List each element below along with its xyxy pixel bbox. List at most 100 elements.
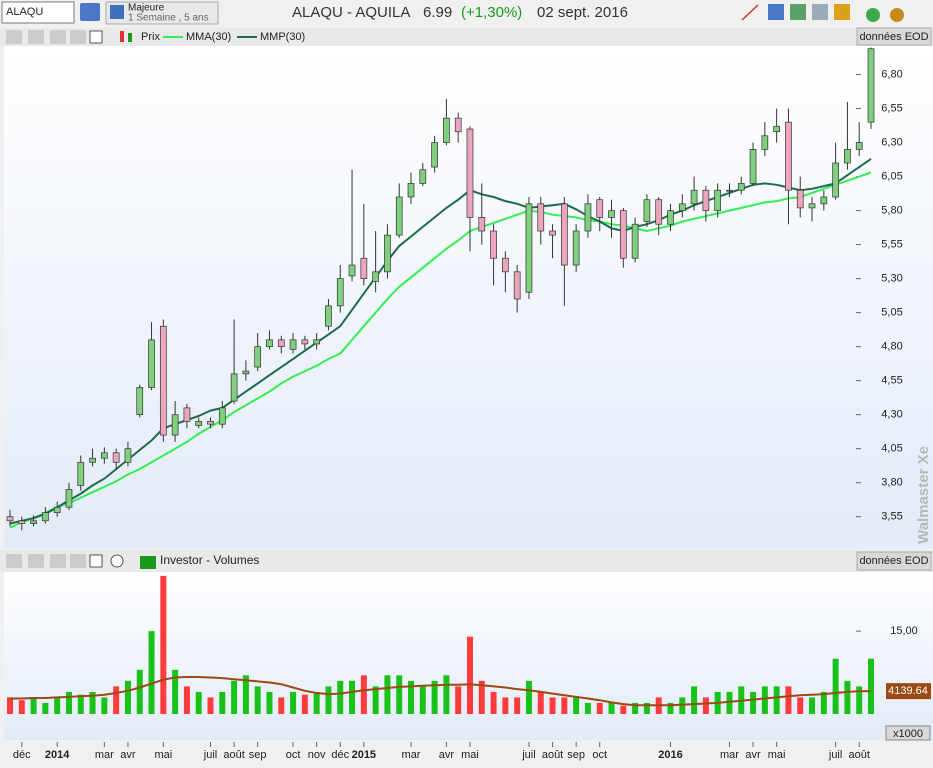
candle-body bbox=[608, 210, 615, 218]
volume-bar bbox=[7, 697, 13, 714]
volume-bar bbox=[337, 680, 344, 714]
volume-bar bbox=[549, 697, 556, 714]
x-tick-label: oct bbox=[592, 749, 607, 761]
legend-label: MMP(30) bbox=[260, 31, 305, 43]
volume-bar bbox=[266, 691, 273, 714]
y-tick-label: 6,80 bbox=[881, 68, 902, 80]
toolbar-icons[interactable] bbox=[741, 4, 904, 22]
x-tick-label: 2014 bbox=[45, 749, 70, 761]
candle-body bbox=[820, 196, 828, 205]
candle-body bbox=[702, 189, 710, 211]
y-tick-label: 4,05 bbox=[881, 443, 902, 455]
symbol-input[interactable] bbox=[1, 1, 75, 24]
volume-bar bbox=[455, 686, 462, 714]
volume-bar bbox=[537, 691, 544, 714]
volume-bar bbox=[18, 700, 25, 714]
candle-body bbox=[18, 520, 26, 524]
volume-bar bbox=[561, 697, 568, 714]
volume-bar bbox=[372, 686, 379, 714]
date: 02 sept. 2016 bbox=[537, 4, 628, 21]
volume-bar bbox=[820, 691, 827, 714]
volume-bar bbox=[54, 697, 61, 714]
x-tick-label: déc bbox=[331, 749, 349, 761]
volume-bar bbox=[278, 697, 285, 714]
candle-body bbox=[737, 183, 745, 191]
candle-body bbox=[761, 135, 769, 150]
panel-tools[interactable] bbox=[6, 554, 124, 568]
candle-body bbox=[773, 125, 780, 133]
candle-body bbox=[749, 149, 757, 184]
volume-bar bbox=[761, 686, 768, 714]
candle-body bbox=[254, 346, 262, 368]
candle-body bbox=[77, 461, 85, 486]
candle-body bbox=[195, 421, 203, 426]
volume-bar bbox=[573, 697, 580, 714]
volume-legend-bar bbox=[0, 550, 933, 572]
candle-body bbox=[525, 203, 533, 293]
candle-body bbox=[384, 234, 391, 273]
y-tick-label: 4,80 bbox=[881, 341, 902, 353]
x-tick-label: avr bbox=[745, 749, 761, 761]
x-axis bbox=[0, 742, 933, 768]
watermark: Walmaster Xe bbox=[915, 446, 932, 544]
volume-bar bbox=[231, 680, 238, 714]
volume-bar bbox=[242, 675, 249, 714]
volume-bar bbox=[691, 686, 698, 714]
period-icon bbox=[110, 5, 124, 19]
candle-body bbox=[537, 203, 545, 232]
volume-bar bbox=[419, 686, 426, 714]
y-tick-label: 15,00 bbox=[890, 625, 918, 637]
volume-bar bbox=[679, 697, 686, 714]
volume-bar bbox=[101, 697, 108, 714]
candle-body bbox=[678, 203, 686, 211]
volume-bar bbox=[868, 658, 874, 714]
candle-body bbox=[218, 407, 226, 425]
legend-label: Prix bbox=[141, 31, 160, 43]
volume-bar bbox=[525, 680, 532, 714]
volume-bar bbox=[207, 697, 214, 714]
x-tick-label: juil bbox=[521, 749, 535, 761]
volume-bar bbox=[183, 686, 190, 714]
y-tick-label: 5,55 bbox=[881, 239, 902, 251]
x-tick-label: sep bbox=[567, 749, 585, 761]
price-axis bbox=[856, 46, 933, 548]
candle-body bbox=[372, 271, 379, 282]
panel-tools[interactable] bbox=[6, 30, 103, 44]
candle-body bbox=[395, 196, 403, 236]
volume-bar bbox=[148, 631, 155, 714]
x-tick-label: mar bbox=[95, 749, 114, 761]
volume-bar bbox=[65, 691, 72, 714]
volume-bar bbox=[608, 702, 615, 714]
volume-bar bbox=[77, 694, 84, 714]
candle-body bbox=[466, 128, 474, 218]
volume-bar bbox=[408, 680, 415, 714]
period-selector[interactable] bbox=[105, 1, 219, 25]
candle-body bbox=[855, 142, 863, 150]
volume-bar bbox=[254, 686, 261, 714]
candle-body bbox=[124, 448, 132, 463]
candle-body bbox=[714, 189, 722, 211]
candle-body bbox=[325, 305, 332, 327]
x-tick-label: oct bbox=[286, 749, 301, 761]
volume-bar bbox=[726, 691, 733, 714]
volume-bar bbox=[785, 686, 792, 714]
candle-body bbox=[230, 373, 238, 402]
volume-bar bbox=[702, 697, 709, 714]
volume-bar bbox=[466, 636, 473, 714]
volume-bar bbox=[396, 675, 403, 714]
candle-body bbox=[183, 407, 191, 422]
volume-bar bbox=[643, 702, 650, 714]
source: données EOD bbox=[859, 31, 928, 43]
candle-body bbox=[478, 217, 486, 232]
book-icon[interactable] bbox=[80, 3, 100, 21]
volume-bar bbox=[360, 675, 367, 714]
y-tick-label: 5,30 bbox=[881, 273, 902, 285]
moving-average bbox=[9, 171, 872, 529]
candle-body bbox=[101, 452, 108, 459]
candle-body bbox=[490, 230, 497, 259]
volume-bar bbox=[490, 691, 497, 714]
x-tick-label: avr bbox=[439, 749, 455, 761]
candle-body bbox=[65, 489, 73, 508]
